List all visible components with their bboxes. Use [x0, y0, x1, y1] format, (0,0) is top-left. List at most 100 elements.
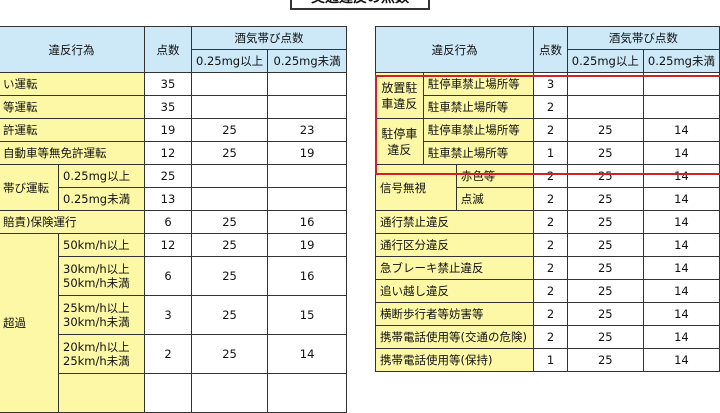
header-under: 0.25mg未満	[642, 49, 720, 73]
alcohol-under-value: 19	[267, 233, 348, 257]
violation-label: 信号無視	[375, 164, 457, 211]
violation-label: 携帯電話使用等(交通の危険)	[374, 325, 535, 349]
points-value: 2	[533, 256, 568, 280]
alcohol-over-value: 25	[190, 118, 269, 142]
alcohol-over-value: 25	[566, 187, 644, 211]
points-value: 2	[533, 302, 568, 326]
alcohol-under-value: 23	[267, 118, 348, 142]
alcohol-under-value: 14	[642, 164, 720, 188]
alcohol-over-value: 25	[190, 210, 269, 234]
alcohol-over-value	[190, 187, 269, 211]
sub-label: 駐停車禁止場所等	[422, 72, 535, 96]
alcohol-under-value: 14	[642, 187, 720, 211]
table-row: 放置駐車違反 駐停車禁止場所等 3	[375, 72, 720, 119]
points-value: 35	[144, 95, 192, 119]
violation-label: 急ブレーキ禁止違反	[374, 256, 535, 280]
alcohol-over-value	[190, 72, 269, 96]
alcohol-over-value: 25	[566, 302, 644, 326]
page-title: 交通違反の点数	[290, 0, 430, 10]
header-violation: 違反行為	[0, 26, 145, 73]
header-over: 0.25mg以上	[190, 49, 269, 73]
violation-label: 通行禁止違反	[374, 210, 535, 234]
header-points: 点数	[533, 26, 568, 73]
violation-label: 許運転	[0, 118, 145, 142]
table-row: 携帯電話使用等(交通の危険) 2 25 14	[374, 325, 720, 349]
alcohol-under-value	[267, 164, 348, 188]
header-under: 0.25mg未満	[267, 49, 348, 73]
sub-label-line: 30km/h以上	[63, 262, 130, 276]
sub-label: 点滅	[455, 187, 535, 211]
alcohol-under-value	[267, 72, 348, 96]
alcohol-under-value: 14	[642, 302, 720, 326]
alcohol-over-value	[190, 373, 269, 413]
alcohol-over-value: 25	[190, 256, 269, 296]
alcohol-over-value: 25	[190, 295, 269, 335]
alcohol-under-value: 14	[642, 348, 720, 372]
alcohol-under-value	[267, 95, 348, 119]
violation-label: 通行区分違反	[374, 233, 535, 257]
points-value: 1	[533, 141, 568, 165]
violation-label: 等運転	[0, 95, 145, 119]
alcohol-over-value: 25	[566, 118, 644, 142]
sub-label: 25km/h以上 30km/h未満	[58, 295, 145, 335]
points-value: 12	[144, 233, 192, 257]
violation-label: 帯び運転	[0, 164, 59, 211]
sub-label: 赤色等	[455, 164, 535, 188]
violation-label: 携帯電話使用等(保持)	[374, 348, 535, 372]
points-value	[144, 373, 192, 413]
alcohol-under-value: 14	[642, 325, 720, 349]
alcohol-over-value: 25	[566, 233, 644, 257]
violation-label: 追い越し違反	[374, 279, 535, 303]
alcohol-over-value: 25	[566, 325, 644, 349]
points-value: 12	[144, 141, 192, 165]
alcohol-under-value: 14	[642, 141, 720, 165]
alcohol-under-value	[267, 373, 348, 413]
header-alcohol: 酒気帯び点数	[190, 26, 348, 50]
points-value: 2	[533, 118, 568, 142]
alcohol-under-value: 14	[642, 210, 720, 234]
table-row: 30km/h以上 50km/h未満 6 25 16	[0, 256, 348, 296]
violation-label: 自動車等無免許運転	[0, 141, 145, 165]
table-row: 携帯電話使用等(保持) 1 25 14	[374, 348, 720, 372]
points-value: 6	[144, 210, 192, 234]
table-row: 等運転 35	[0, 95, 348, 119]
table-row: 自動車等無免許運転 12 25 19	[0, 141, 348, 165]
violation-label: 賠責)保険運行	[0, 210, 145, 234]
points-value: 2	[533, 279, 568, 303]
sub-label-line: 20km/h以上	[63, 340, 130, 354]
table-row: 信号無視 赤色等 2 25 14	[375, 164, 720, 211]
header-alcohol: 酒気帯び点数	[566, 26, 720, 50]
sub-label-line: 50km/h未満	[63, 276, 130, 290]
alcohol-under-value	[642, 95, 720, 119]
points-value: 3	[533, 72, 568, 96]
violation-label: 横断歩行者等妨害等	[374, 302, 535, 326]
sub-label: 50km/h以上	[58, 233, 145, 257]
alcohol-over-value: 25	[566, 210, 644, 234]
table-row: 横断歩行者等妨害等 2 25 14	[374, 302, 720, 326]
sub-label-line: 30km/h未満	[63, 315, 130, 329]
table-row: 通行区分違反 2 25 14	[374, 233, 720, 257]
table-row: 帯び運転 0.25mg以上 25	[0, 164, 348, 211]
table-row: 駐車禁止場所等 2	[376, 95, 720, 119]
alcohol-under-value: 14	[642, 118, 720, 142]
points-value: 2	[533, 95, 568, 119]
alcohol-under-value: 16	[267, 210, 348, 234]
points-value: 6	[144, 256, 192, 296]
alcohol-over-value: 25	[566, 256, 644, 280]
alcohol-under-value: 15	[267, 295, 348, 335]
points-value: 1	[533, 348, 568, 372]
violation-label: 放置駐車違反	[375, 72, 424, 119]
table-row: 追い越し違反 2 25 14	[374, 279, 720, 303]
points-value: 2	[533, 233, 568, 257]
table-row: 通行禁止違反 2 25 14	[374, 210, 720, 234]
alcohol-under-value: 19	[267, 141, 348, 165]
points-value: 19	[144, 118, 192, 142]
alcohol-under-value: 14	[642, 256, 720, 280]
alcohol-over-value: 25	[190, 334, 269, 374]
table-row: 超過 50km/h以上 12 25 19	[0, 233, 348, 413]
sub-label: 駐車禁止場所等	[422, 141, 535, 165]
right-points-table: 違反行為 点数 酒気帯び点数 0.25mg以上 0.25mg未満 放置駐車違反 駐停車禁…	[374, 26, 720, 372]
table-row: 賠責)保険運行 6 25 16	[0, 210, 348, 234]
violation-label: 駐停車違反	[375, 118, 424, 165]
sub-label: 30km/h以上 50km/h未満	[58, 256, 145, 296]
